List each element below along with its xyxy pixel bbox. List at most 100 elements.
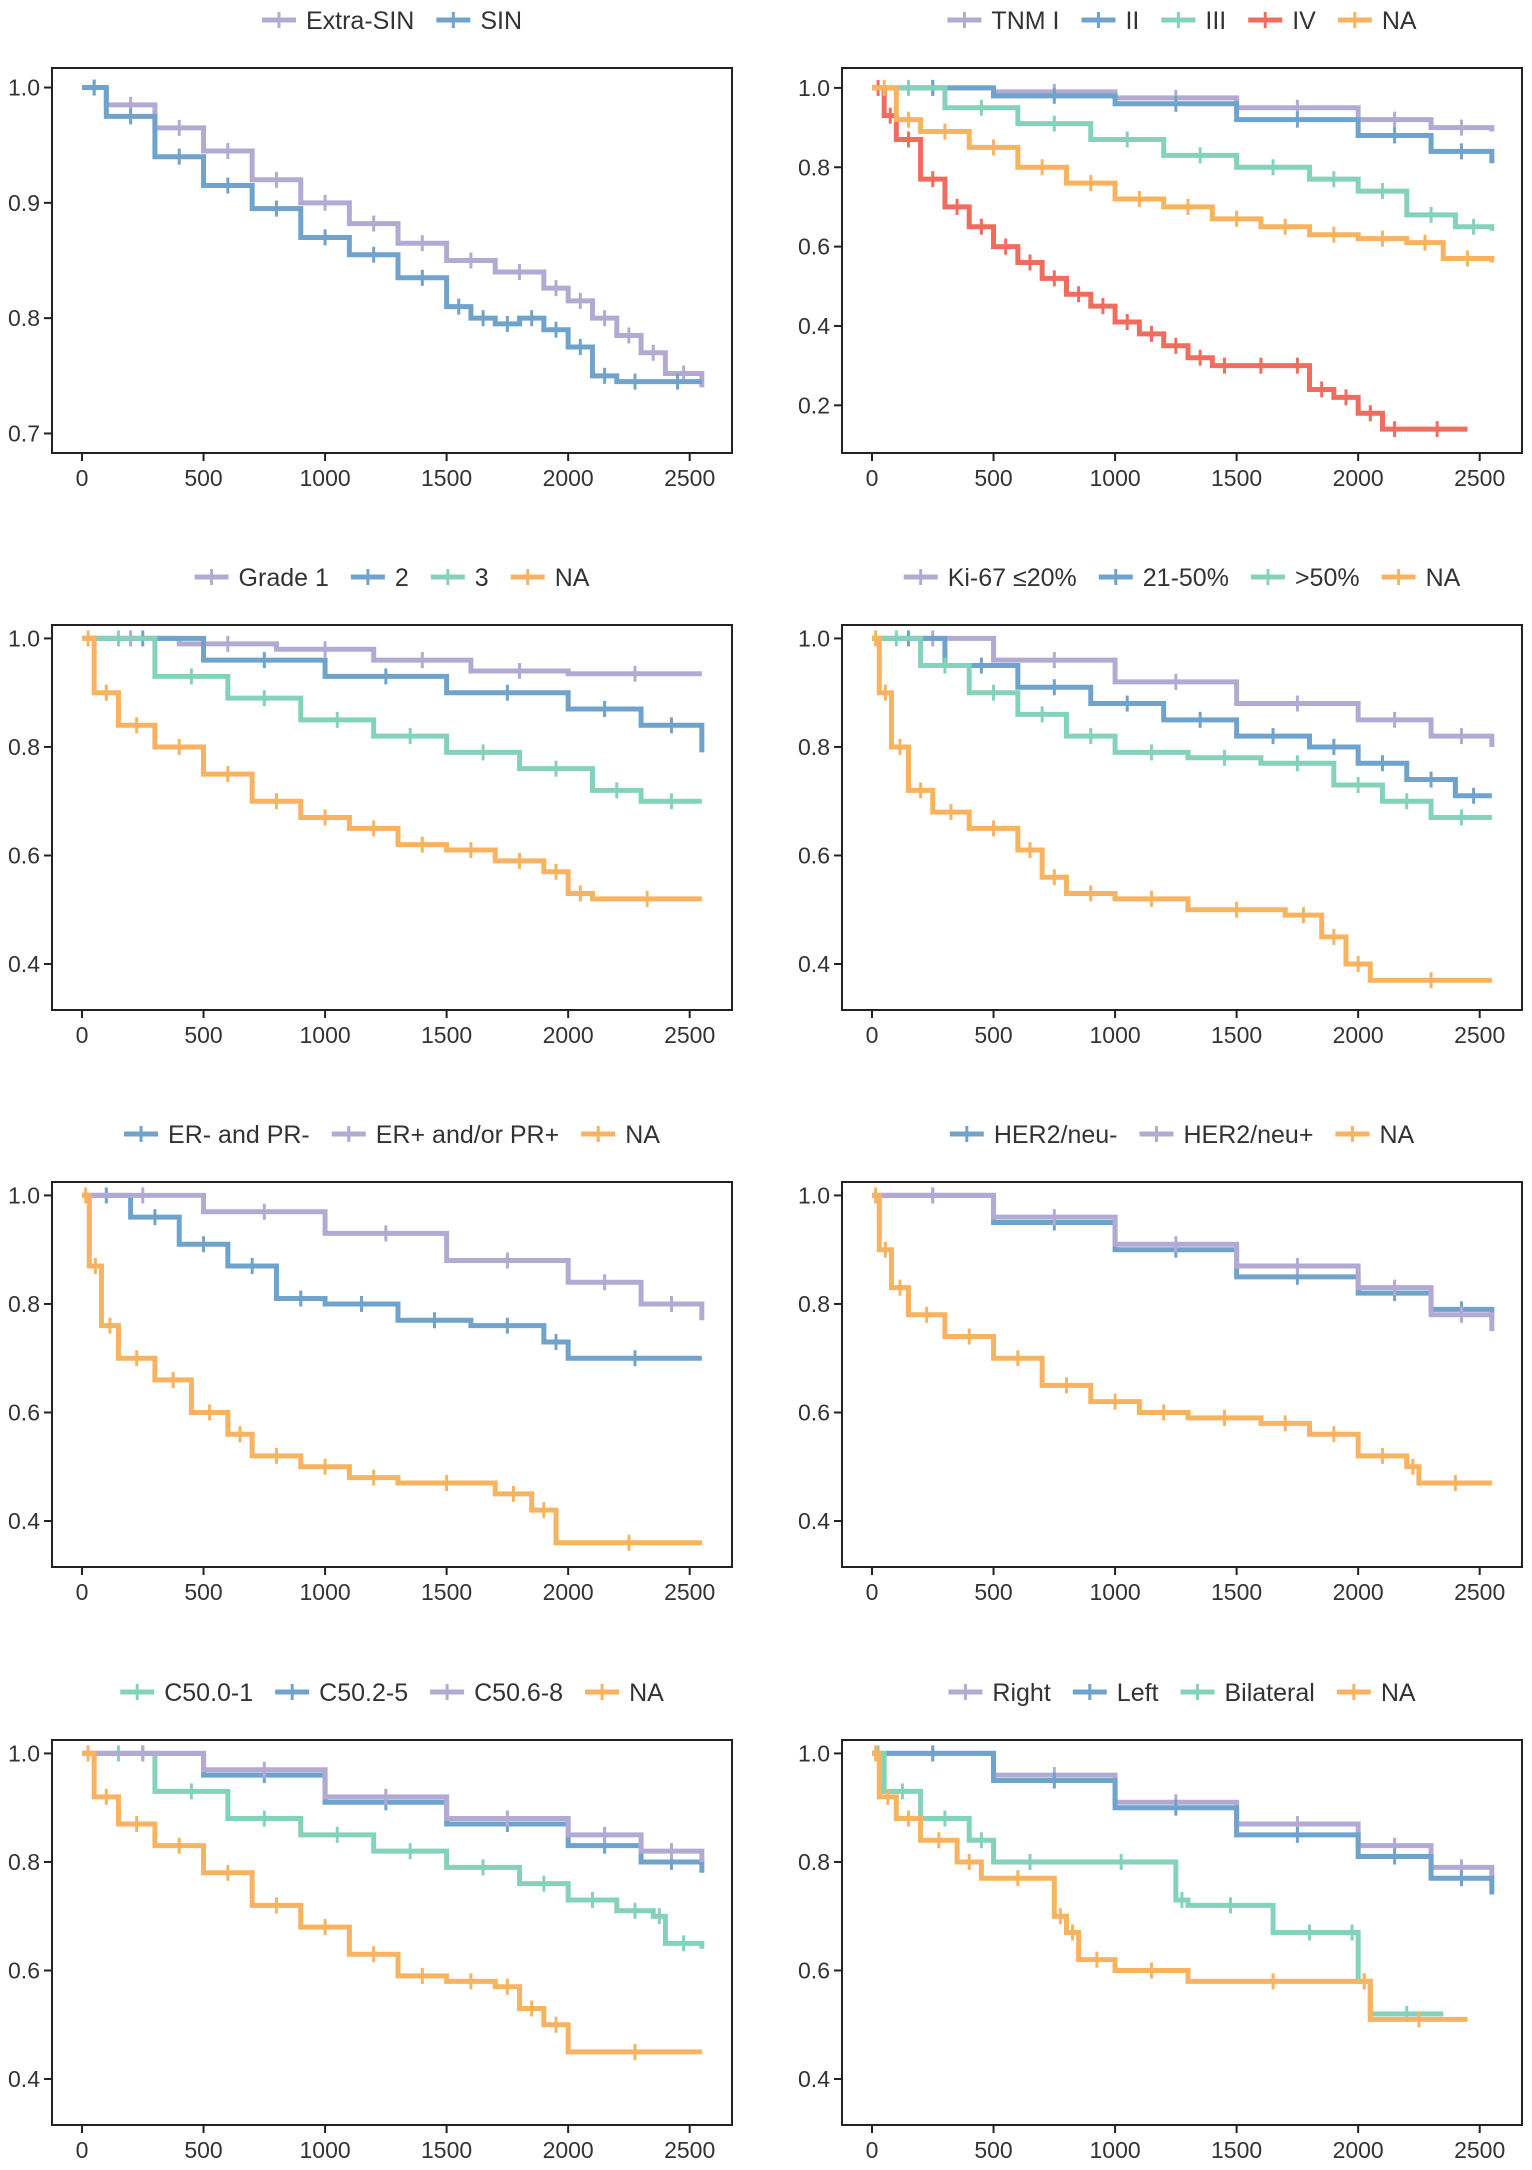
x-tick-label: 500 [184,465,222,491]
y-tick-label: 1.0 [8,75,40,101]
x-tick-label: 2500 [664,2137,715,2163]
legend-label: NA [555,564,590,592]
legend-label: SIN [480,7,522,35]
panel-1: 0 500 1000 1500 2000 2500 0.7 0.8 0.9 1.0 Extra-SI… [8,7,733,491]
legend-label: Extra-SIN [306,7,414,35]
y-tick-label: 1.0 [798,625,830,651]
y-tick-label: 0.4 [798,2066,830,2092]
series-line->50% [872,635,1492,820]
legend: Ki-67 ≤20% 21-50% >50% NA [903,564,1461,592]
panel-4: 0 500 1000 1500 2000 2500 0.4 0.6 0.8 1.0 Ki-67 ≤2… [798,564,1523,1048]
y-tick-label: 0.8 [798,1291,830,1317]
y-tick-label: 1.0 [8,1182,40,1208]
y-tick-label: 0.8 [8,1849,40,1875]
x-tick-label: 2500 [664,1022,715,1048]
panel-6: 0 500 1000 1500 2000 2500 0.4 0.6 0.8 1.0 HER2/neu… [798,1121,1523,1605]
plot-frame [841,67,1523,454]
plot-frame [841,624,1523,1011]
x-tick-label: 0 [76,1579,89,1605]
legend-label: HER2/neu+ [1183,1121,1313,1149]
legend: Extra-SIN SIN [261,7,522,35]
x-tick-label: 1000 [299,465,350,491]
x-tick-label: 500 [974,1579,1012,1605]
x-tick-label: 1000 [299,1579,350,1605]
series-line-C50.2-5 [82,1750,705,1873]
series-line-HER2/neu- [872,1192,1495,1321]
series-line-C50.6-8 [82,1750,705,1862]
legend-label: NA [1382,7,1417,35]
y-tick-label: 1.0 [8,1740,40,1766]
x-tick-label: 2000 [543,465,594,491]
x-tick-label: 2500 [1454,2137,1505,2163]
y-tick-label: 0.6 [798,234,830,260]
y-tick-label: 0.4 [798,1508,830,1534]
x-tick-label: 1500 [421,465,472,491]
legend: Grade 1 2 3 NA [194,564,590,592]
legend: ER- and PR- ER+ and/or PR+ NA [124,1121,660,1149]
legend-label: NA [625,1121,660,1149]
x-tick-label: 500 [974,465,1012,491]
y-tick-label: 0.6 [798,1957,830,1983]
y-tick-label: 0.6 [8,842,40,868]
y-tick-label: 0.4 [798,313,830,339]
plot-frame [51,67,733,454]
series-line-III [872,85,1495,231]
legend-label: NA [629,1679,664,1707]
x-tick-label: 1500 [421,2137,472,2163]
legend-label: NA [1379,1121,1414,1149]
y-tick-label: 0.6 [8,1957,40,1983]
legend-label: HER2/neu- [994,1121,1118,1149]
x-tick-label: 1000 [1089,2137,1140,2163]
panel-2: 0 500 1000 1500 2000 2500 0.2 0.4 0.6 0.8 1.0 TNM I… [798,7,1523,491]
y-tick-label: 1.0 [798,75,830,101]
legend-label: 3 [475,564,489,592]
legend-label: >50% [1295,564,1360,592]
series-line-HER2/neu+ [872,1192,1495,1332]
x-tick-label: 2500 [1454,1022,1505,1048]
series-line-Extra-SIN [82,85,705,388]
x-tick-label: 1000 [1089,1579,1140,1605]
series-line-C50.0-1 [82,1750,705,1949]
y-tick-label: 0.8 [798,734,830,760]
legend-label: 21-50% [1143,564,1229,592]
legend-label: Left [1117,1679,1159,1707]
legend-label: 2 [395,564,409,592]
y-tick-label: 1.0 [798,1182,830,1208]
series-line-ER+ and/or PR+ [82,1192,705,1321]
plot-frame [841,1739,1523,2126]
series-line-NA [82,1192,702,1546]
x-tick-label: 1000 [1089,1022,1140,1048]
x-tick-label: 500 [184,1022,222,1048]
legend-label: NA [1426,564,1461,592]
x-tick-label: 0 [76,465,89,491]
x-tick-label: 2000 [1333,465,1384,491]
y-tick-label: 1.0 [8,625,40,651]
x-tick-label: 0 [866,465,879,491]
y-tick-label: 0.8 [8,1291,40,1317]
x-tick-label: 2500 [1454,465,1505,491]
y-tick-label: 1.0 [798,1740,830,1766]
x-tick-label: 0 [76,2137,89,2163]
y-tick-label: 0.6 [798,842,830,868]
x-tick-label: 2000 [1333,2137,1384,2163]
legend-label: Grade 1 [239,564,329,592]
y-tick-label: 0.9 [8,190,40,216]
x-tick-label: 1000 [299,1022,350,1048]
y-tick-label: 0.8 [8,305,40,331]
y-tick-label: 0.8 [8,734,40,760]
panel-5: 0 500 1000 1500 2000 2500 0.4 0.6 0.8 1.0 ER- and … [8,1121,733,1605]
x-tick-label: 0 [866,1579,879,1605]
x-tick-label: 1000 [299,2137,350,2163]
x-tick-label: 2000 [543,1579,594,1605]
legend: Right Left Bilateral NA [948,1679,1416,1707]
x-tick-label: 1500 [1211,465,1262,491]
y-tick-label: 0.4 [8,1508,40,1534]
y-tick-label: 0.8 [798,1849,830,1875]
legend: TNM I II III IV NA [947,7,1417,35]
series-line-Grade 1 [82,635,702,677]
y-tick-label: 0.6 [8,1399,40,1425]
y-tick-label: 0.4 [798,951,830,977]
